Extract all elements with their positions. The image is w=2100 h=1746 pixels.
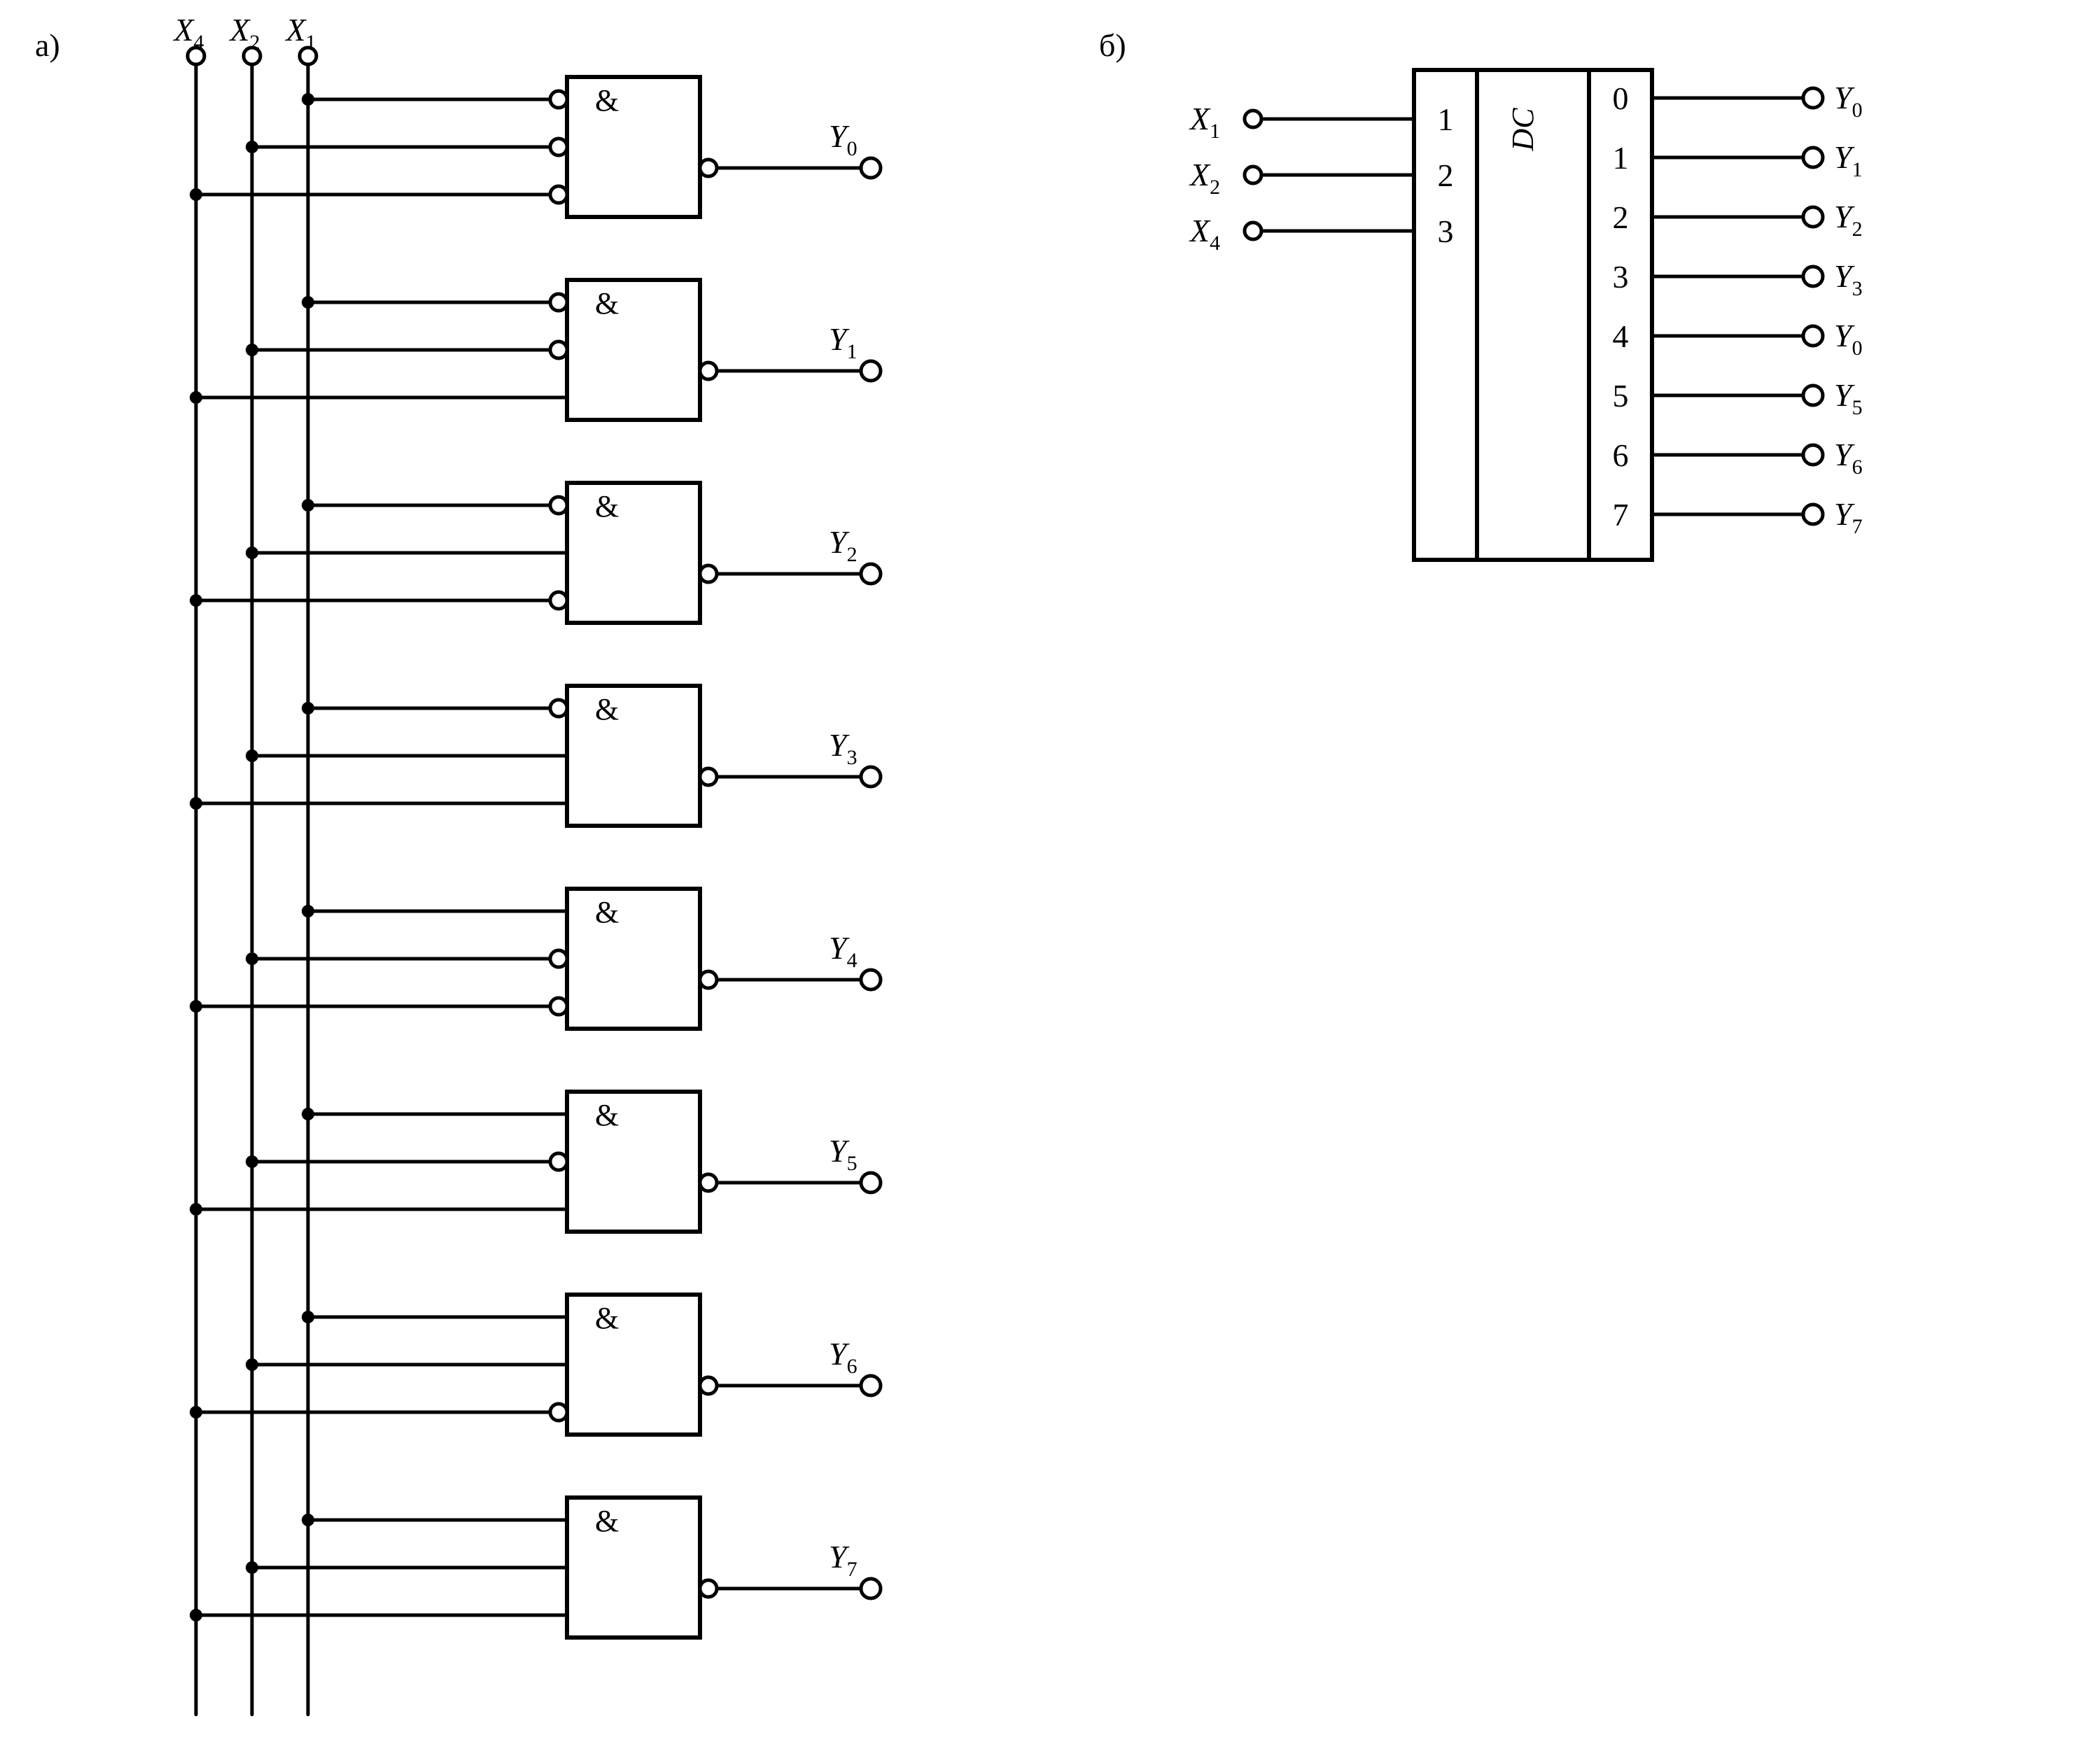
svg-text:&: & bbox=[595, 1098, 619, 1132]
svg-text:3: 3 bbox=[1438, 213, 1454, 249]
svg-text:&: & bbox=[595, 83, 619, 118]
svg-text:&: & bbox=[595, 489, 619, 523]
svg-text:&: & bbox=[595, 692, 619, 726]
svg-text:&: & bbox=[595, 1301, 619, 1335]
svg-text:1: 1 bbox=[1613, 140, 1629, 176]
svg-text:б): б) bbox=[1099, 27, 1126, 63]
svg-text:4: 4 bbox=[1613, 318, 1629, 354]
svg-text:2: 2 bbox=[1438, 157, 1454, 193]
svg-text:6: 6 bbox=[1613, 437, 1629, 473]
svg-text:&: & bbox=[595, 1504, 619, 1538]
svg-text:7: 7 bbox=[1613, 497, 1629, 533]
svg-text:2: 2 bbox=[1613, 199, 1629, 235]
svg-text:0: 0 bbox=[1613, 80, 1629, 116]
svg-text:1: 1 bbox=[1438, 101, 1454, 137]
svg-text:&: & bbox=[595, 895, 619, 929]
svg-text:DC: DC bbox=[1506, 108, 1540, 152]
svg-text:а): а) bbox=[35, 27, 60, 63]
svg-text:5: 5 bbox=[1613, 378, 1629, 414]
svg-text:&: & bbox=[595, 286, 619, 321]
svg-text:3: 3 bbox=[1613, 259, 1629, 295]
